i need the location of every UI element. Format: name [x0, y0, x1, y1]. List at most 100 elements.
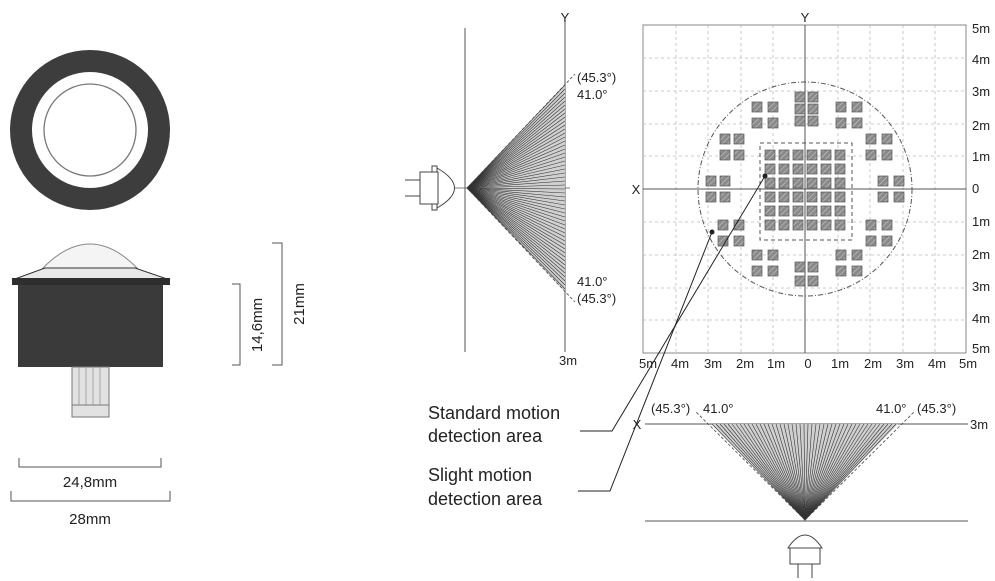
leader-lines [578, 175, 766, 492]
detection-zone [881, 133, 893, 145]
detection-zone [834, 205, 846, 217]
detection-zone [835, 117, 847, 129]
bottom-ray [804, 423, 897, 521]
bottom-tick-label: 1m [831, 356, 849, 371]
detection-zone [834, 191, 846, 203]
right-tick-labels: 5m 4m 3m 2m 1m 0 1m 2m 3m 4m 5m [972, 21, 990, 356]
detection-zone [807, 261, 819, 273]
bottom-ray [804, 423, 817, 521]
right-tick-label: 5m [972, 21, 990, 36]
bottom-ray [751, 423, 806, 521]
bottom-ray [804, 423, 853, 521]
bottom-tick-label: 1m [767, 356, 785, 371]
bottom-angle-outer-left: (45.3°) [651, 401, 690, 416]
detection-zone [764, 163, 776, 175]
right-tick-label: 0 [972, 181, 979, 196]
detection-zone [820, 177, 832, 189]
grid-axis-y: Y [801, 10, 810, 25]
bottom-tick-labels: 5m 4m 3m 2m 1m 0 1m 2m 3m 4m 5m [639, 356, 977, 371]
detection-zone [778, 163, 790, 175]
detection-zone [834, 177, 846, 189]
bottom-ray [787, 423, 806, 521]
bottom-ray [759, 423, 806, 521]
right-tick-label: 1m [972, 214, 990, 229]
side-ray [466, 187, 566, 278]
detection-zone [792, 149, 804, 161]
detection-zone [764, 205, 776, 217]
detection-zone [893, 191, 905, 203]
detection-zone [877, 191, 889, 203]
bottom-outer-ray [804, 411, 915, 521]
bottom-tick-label: 2m [736, 356, 754, 371]
bottom-ray [723, 423, 806, 521]
detection-zone [764, 191, 776, 203]
bottom-ray [804, 423, 873, 521]
grid-detection-view [642, 24, 967, 354]
right-tick-label: 2m [972, 118, 990, 133]
side-ray [466, 187, 566, 246]
bottom-ray [804, 423, 841, 521]
bottom-ray [763, 423, 806, 521]
detection-zone [893, 175, 905, 187]
side-ray [466, 187, 566, 226]
detection-zone [751, 117, 763, 129]
side-ray [466, 187, 566, 206]
side-angle-inner-top: 41.0° [577, 87, 608, 102]
side-detection-view [405, 20, 576, 352]
bottom-ray [771, 423, 806, 521]
detection-zone [705, 175, 717, 187]
detection-zone [764, 177, 776, 189]
legend-slight-line1: Slight motion [428, 465, 532, 485]
detection-zone [764, 149, 776, 161]
bottom-ray [743, 423, 806, 521]
bottom-ray [739, 423, 806, 521]
side-ray [466, 187, 566, 270]
detection-zone [717, 219, 729, 231]
side-ray [466, 112, 566, 189]
detection-zone [778, 177, 790, 189]
detection-zone [806, 205, 818, 217]
detection-zone [764, 219, 776, 231]
bottom-ray [804, 423, 865, 521]
detection-zone [834, 149, 846, 161]
detection-zone [794, 115, 806, 127]
bottom-tick-label: 3m [896, 356, 914, 371]
bottom-ray [731, 423, 806, 521]
detection-zone [834, 163, 846, 175]
bottom-angle-outer-right: (45.3°) [917, 401, 956, 416]
side-ray [466, 104, 566, 189]
detection-zone [851, 249, 863, 261]
bottom-ray [779, 423, 806, 521]
detection-zone [794, 275, 806, 287]
side-ray [466, 187, 566, 286]
side-ray [466, 180, 566, 189]
bottom-ray [804, 423, 813, 521]
bottom-ray [791, 423, 806, 521]
detection-zone [806, 191, 818, 203]
dimension-lines [10, 242, 283, 502]
detection-zone [751, 249, 763, 261]
bottom-ray [804, 423, 861, 521]
detection-zone [865, 149, 877, 161]
detection-zone [778, 149, 790, 161]
side-ray [466, 148, 566, 189]
right-tick-label: 1m [972, 149, 990, 164]
sensor-top-view [10, 50, 170, 210]
side-angle-outer-top: (45.3°) [577, 70, 616, 85]
side-ray [466, 187, 566, 262]
grid-axis-x: X [632, 182, 641, 197]
bottom-tick-label: 3m [704, 356, 722, 371]
bottom-ray [803, 423, 806, 521]
bottom-ray [735, 423, 806, 521]
bottom-tick-label: 5m [959, 356, 977, 371]
detection-zone [807, 115, 819, 127]
detection-zone [719, 133, 731, 145]
side-ray [466, 187, 566, 230]
side-angle-outer-bottom: (45.3°) [577, 291, 616, 306]
side-outer-ray [466, 187, 576, 303]
bottom-tick-label: 0 [804, 356, 811, 371]
dimension-28: 28mm [69, 511, 111, 528]
bottom-ray [719, 423, 806, 521]
bottom-ray [795, 423, 806, 521]
side-ray [466, 144, 566, 189]
